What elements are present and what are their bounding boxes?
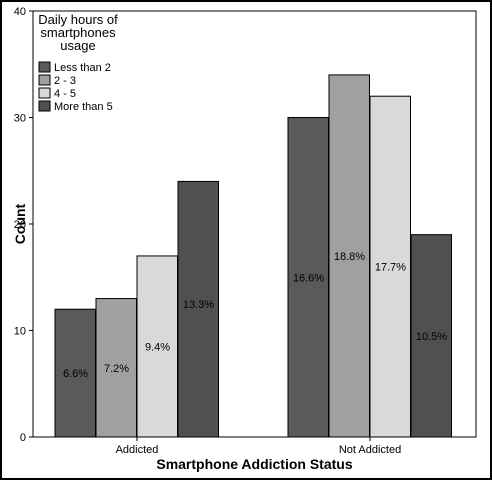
- data-label: 10.5%: [416, 331, 447, 343]
- bar: [54, 308, 96, 438]
- data-label: 6.6%: [63, 368, 88, 380]
- y-tick-label: 40: [14, 6, 26, 18]
- y-axis-title: Count: [12, 203, 28, 244]
- bar: [177, 180, 219, 438]
- data-label: 18.8%: [334, 251, 365, 263]
- y-tick-label: 20: [14, 219, 26, 231]
- data-label: 13.3%: [183, 299, 214, 311]
- bar: [287, 117, 329, 438]
- legend-swatch: [38, 61, 51, 73]
- data-label: 17.7%: [375, 262, 406, 274]
- legend-label: More than 5: [54, 101, 113, 113]
- legend-title: Daily hours of: [38, 12, 118, 27]
- bar: [136, 255, 178, 438]
- x-tick-label: Not Addicted: [339, 444, 401, 456]
- bar: [410, 234, 452, 438]
- y-tick-label: 10: [14, 326, 26, 338]
- legend-label: 4 - 5: [54, 88, 76, 100]
- y-tick-label: 0: [20, 432, 26, 444]
- legend-title: smartphones: [40, 25, 116, 40]
- x-axis-title: Smartphone Addiction Status: [156, 456, 352, 472]
- bar: [95, 298, 137, 438]
- legend-label: Less than 2: [54, 62, 111, 74]
- y-tick-label: 30: [14, 113, 26, 125]
- legend-label: 2 - 3: [54, 75, 76, 87]
- data-label: 16.6%: [293, 272, 324, 284]
- data-label: 7.2%: [104, 363, 129, 375]
- legend-swatch: [38, 100, 51, 112]
- data-label: 9.4%: [145, 341, 170, 353]
- x-tick-label: Addicted: [116, 444, 159, 456]
- legend-swatch: [38, 74, 51, 86]
- bar: [328, 74, 370, 438]
- legend-swatch: [38, 87, 51, 99]
- legend-title: usage: [60, 38, 95, 53]
